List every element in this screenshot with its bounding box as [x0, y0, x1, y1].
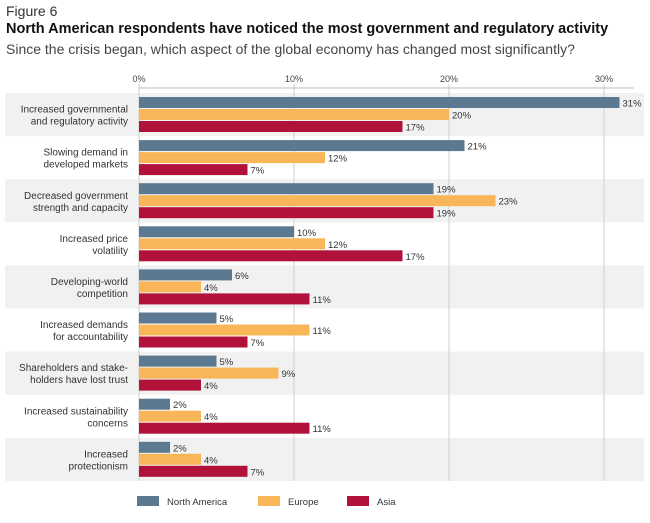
- category-label: Increased price volatility: [60, 234, 129, 257]
- chart-title: North American respondents have noticed …: [6, 21, 609, 37]
- bar: [139, 195, 496, 207]
- legend-label: North America: [167, 497, 228, 508]
- category-label: Shareholders and stake-holders have lost…: [19, 363, 128, 386]
- bar: [139, 324, 310, 336]
- bar: [139, 269, 232, 281]
- data-label: 2%: [173, 443, 187, 454]
- data-label: 19%: [437, 185, 457, 196]
- data-label: 23%: [499, 197, 519, 208]
- bar: [139, 355, 217, 367]
- bar: [139, 465, 248, 477]
- data-label: 11%: [313, 295, 332, 306]
- data-label: 12%: [328, 154, 348, 165]
- data-label: 5%: [220, 314, 234, 325]
- data-label: 2%: [173, 400, 187, 411]
- data-label: 6%: [235, 271, 249, 282]
- bar: [139, 207, 434, 219]
- bar: [139, 398, 170, 410]
- bar: [139, 312, 217, 324]
- bar: [139, 152, 325, 164]
- bar: [139, 183, 434, 195]
- data-label: 12%: [328, 240, 348, 251]
- row-shading: [5, 351, 644, 395]
- bar: [139, 121, 403, 132]
- category-label: Decreased government strength and capacit…: [24, 191, 128, 214]
- data-label: 17%: [406, 123, 426, 134]
- bar: [139, 293, 310, 305]
- data-label: 31%: [623, 99, 643, 110]
- bar: [139, 367, 279, 379]
- x-tick-label: 20%: [440, 74, 458, 84]
- data-label: 19%: [437, 209, 457, 220]
- bar: [139, 441, 170, 453]
- category-label: Increased sustainability concerns: [24, 406, 128, 429]
- x-tick-label: 10%: [285, 74, 303, 84]
- bar: [139, 453, 201, 465]
- data-label: 10%: [297, 228, 317, 239]
- data-label: 4%: [204, 455, 218, 466]
- bar: [139, 410, 201, 422]
- category-label: Increased governmental and regulatory act…: [21, 105, 128, 128]
- row-shading: [5, 265, 644, 309]
- data-label: 7%: [251, 338, 265, 349]
- data-label: 17%: [406, 252, 426, 263]
- data-label: 7%: [251, 467, 265, 478]
- bar: [139, 250, 403, 262]
- bar: [139, 379, 201, 391]
- category-label: Slowing demand in developed markets: [44, 148, 129, 171]
- category-label: Increased protectionism: [69, 449, 128, 472]
- figure-label: Figure 6: [6, 3, 58, 19]
- x-tick-label: 0%: [132, 74, 145, 84]
- data-label: 11%: [313, 326, 332, 337]
- chart-subtitle: Since the crisis began, which aspect of …: [6, 41, 575, 57]
- category-label: Increased demands for accountability: [40, 320, 128, 343]
- bar: [139, 164, 248, 176]
- bar: [139, 140, 465, 152]
- data-label: 5%: [220, 357, 234, 368]
- legend-label: Asia: [377, 497, 396, 508]
- legend-swatch: [258, 496, 280, 506]
- data-label: 11%: [313, 424, 332, 435]
- legend-swatch: [347, 496, 369, 506]
- bar: [139, 97, 620, 108]
- x-tick-label: 30%: [595, 74, 613, 84]
- bar: [139, 109, 449, 120]
- bar: [139, 336, 248, 348]
- bar: [139, 422, 310, 434]
- category-label: Developing-world competition: [51, 277, 128, 300]
- data-label: 20%: [452, 111, 472, 122]
- bar: [139, 226, 294, 238]
- data-label: 21%: [468, 142, 488, 153]
- legend-label: Europe: [288, 497, 319, 508]
- bar: [139, 281, 201, 293]
- bar: [139, 238, 325, 250]
- data-label: 4%: [204, 412, 218, 423]
- legend-swatch: [137, 496, 159, 506]
- data-label: 4%: [204, 381, 218, 392]
- data-label: 4%: [204, 283, 218, 294]
- row-shading: [5, 437, 644, 481]
- data-label: 9%: [282, 369, 296, 380]
- data-label: 7%: [251, 166, 265, 177]
